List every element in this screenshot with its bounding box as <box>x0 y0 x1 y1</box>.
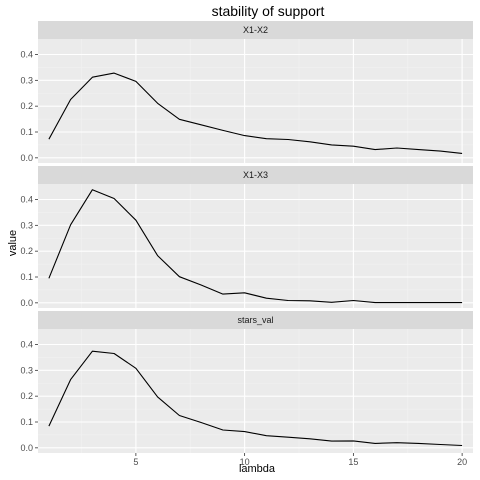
y-tick-label: 0.1 <box>20 272 33 282</box>
facets-layer: X1-X2 0.0 0.1 0.2 0.3 0.4 X1-X3 0.0 0.1 0.2 0.3 0.4… <box>20 21 473 467</box>
x-axis-title: lambda <box>239 463 276 475</box>
panel-background <box>38 184 473 308</box>
facet-2: stars_val 0.0 0.1 0.2 0.3 0.4 <box>20 311 473 453</box>
x-tick-label: 10 <box>240 457 250 467</box>
y-tick-label: 0.1 <box>20 127 33 137</box>
strip-background <box>38 166 473 184</box>
y-tick-label: 0.4 <box>20 195 33 205</box>
strip-label: X1-X3 <box>243 170 268 180</box>
series-line-X1-X3 <box>48 189 463 304</box>
strip-label: X1-X2 <box>243 25 268 35</box>
series-line-stars_val <box>48 350 463 447</box>
x-tick-label: 5 <box>133 457 138 467</box>
y-tick-label: 0.1 <box>20 417 33 427</box>
panel-background <box>38 39 473 163</box>
y-axis-title: value <box>7 230 19 256</box>
y-tick-label: 0.3 <box>20 365 33 375</box>
facet-1: X1-X3 0.0 0.1 0.2 0.3 0.4 <box>20 166 473 308</box>
strip-background <box>38 311 473 329</box>
chart-title: stability of support <box>212 3 325 19</box>
y-tick-label: 0.4 <box>20 50 33 60</box>
y-tick-label: 0.4 <box>20 340 33 350</box>
facet-0: X1-X2 0.0 0.1 0.2 0.3 0.4 <box>20 21 473 163</box>
y-tick-label: 0.0 <box>20 153 33 163</box>
strip-label: stars_val <box>237 315 273 325</box>
y-tick-label: 0.2 <box>20 101 33 111</box>
x-tick-label: 15 <box>348 457 358 467</box>
x-tick-label: 20 <box>457 457 467 467</box>
y-tick-label: 0.0 <box>20 298 33 308</box>
y-tick-label: 0.0 <box>20 443 33 453</box>
series-line-X1-X2 <box>48 72 463 154</box>
y-tick-label: 0.3 <box>20 75 33 85</box>
strip-background <box>38 21 473 39</box>
y-tick-label: 0.2 <box>20 391 33 401</box>
y-tick-label: 0.3 <box>20 220 33 230</box>
panel-background <box>38 329 473 453</box>
y-tick-label: 0.2 <box>20 246 33 256</box>
